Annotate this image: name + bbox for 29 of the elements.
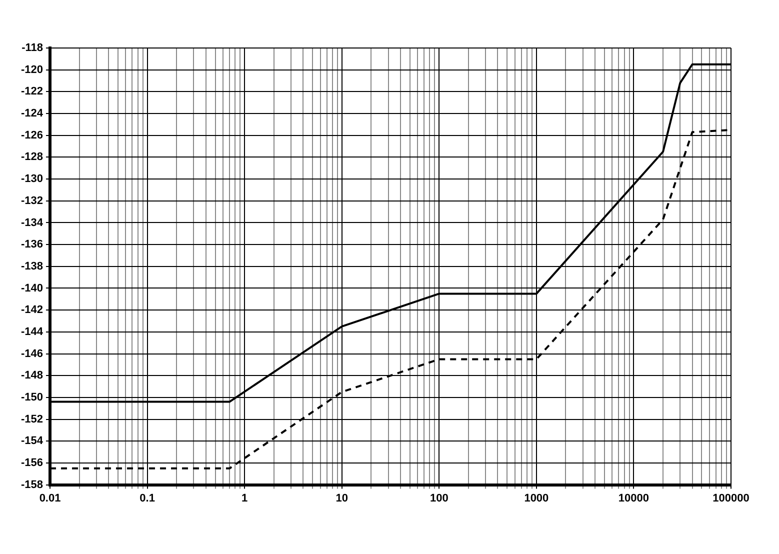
y-tick-label: -138 — [20, 260, 44, 272]
y-tick-label: -124 — [20, 108, 44, 120]
y-tick-label: -122 — [20, 86, 44, 98]
y-tick-label: -118 — [22, 42, 44, 54]
y-tick-label: -120 — [20, 64, 44, 76]
y-tick-label: -128 — [20, 151, 44, 164]
y-tick-label: -126 — [20, 129, 44, 142]
y-tick-label: -132 — [20, 194, 44, 207]
y-tick-label: -130 — [20, 173, 44, 186]
y-tick-label: -150 — [20, 391, 44, 404]
y-tick-label: -140 — [20, 282, 44, 294]
x-tick-label: 1000 — [524, 492, 549, 504]
x-tick-label: 0.01 — [39, 492, 61, 504]
x-tick-label: 0.1 — [140, 492, 155, 504]
y-tick-label: -154 — [20, 435, 44, 448]
y-tick-label: -152 — [20, 413, 44, 426]
y-tick-label: -142 — [20, 304, 44, 316]
x-tick-label: 10 — [336, 492, 348, 504]
x-tick-label: 100000 — [712, 492, 750, 504]
y-tick-label: -158 — [20, 478, 44, 491]
y-tick-label: -146 — [20, 348, 44, 360]
x-tick-label: 10000 — [618, 492, 650, 504]
y-tick-label: -148 — [20, 370, 44, 382]
y-tick-label: -156 — [20, 456, 44, 469]
y-tick-label: -136 — [20, 238, 44, 251]
x-tick-label: 1 — [242, 492, 248, 504]
y-tick-label: -134 — [20, 216, 44, 229]
x-tick-label: 100 — [430, 492, 448, 504]
y-tick-label: -144 — [20, 326, 44, 338]
